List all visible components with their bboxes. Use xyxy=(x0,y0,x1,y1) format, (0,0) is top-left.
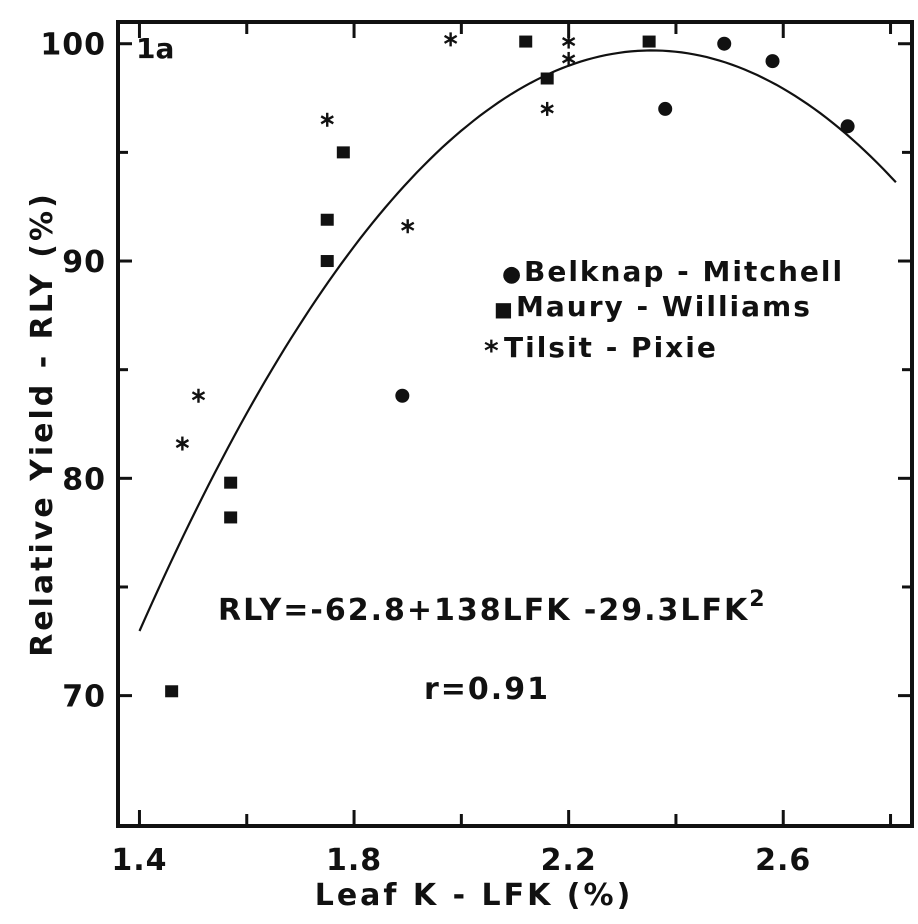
point-circle xyxy=(717,36,732,51)
star-stroke xyxy=(401,221,415,231)
data-points xyxy=(165,32,855,698)
legend-marker-maury: ■ xyxy=(494,297,515,321)
plot-frame xyxy=(116,20,914,828)
legend-marker-belknap: ● xyxy=(502,262,523,287)
star-stroke xyxy=(191,391,206,401)
star-stroke xyxy=(561,54,576,64)
point-square xyxy=(320,213,334,226)
series-3 xyxy=(175,32,576,451)
x-tick-label: 2.2 xyxy=(541,843,597,878)
star-stroke xyxy=(320,115,334,125)
point-square xyxy=(519,35,533,48)
point-star xyxy=(540,101,554,116)
point-square xyxy=(165,685,179,698)
y-tick-label: 90 xyxy=(62,245,106,280)
legend-marker-tilsit: * xyxy=(484,334,501,367)
point-star xyxy=(175,436,190,451)
series-2 xyxy=(165,35,656,698)
point-square xyxy=(642,35,656,48)
regression-curve-group xyxy=(138,49,897,632)
point-square xyxy=(320,255,334,268)
point-circle xyxy=(765,54,780,69)
x-tick-label: 1.8 xyxy=(326,843,382,878)
x-tick-label: 2.6 xyxy=(755,843,811,878)
point-square xyxy=(224,511,238,524)
regression-equation: RLY=-62.8+138LFK -29.3LFK2 xyxy=(218,587,767,628)
y-tick-label: 100 xyxy=(40,28,106,63)
point-circle xyxy=(840,119,855,134)
point-star xyxy=(561,51,576,66)
star-stroke xyxy=(540,104,554,114)
legend: ● Belknap - Mitchell ■ Maury - Williams … xyxy=(484,255,844,367)
regression-equation-main: RLY=-62.8+138LFK -29.3LFK xyxy=(218,593,749,628)
point-star xyxy=(320,112,334,127)
point-square xyxy=(336,146,350,159)
point-square xyxy=(224,476,238,489)
point-square xyxy=(540,72,554,85)
star-stroke xyxy=(561,37,576,47)
x-tick-label: 1.4 xyxy=(111,843,167,878)
y-axis-title: Relative Yield - RLY (%) xyxy=(25,191,60,657)
y-tick-label: 70 xyxy=(62,680,106,715)
regression-curve xyxy=(138,49,897,632)
regression-equation-exponent: 2 xyxy=(749,587,766,612)
point-star xyxy=(191,388,206,403)
star-stroke xyxy=(443,34,458,44)
plot-border xyxy=(116,20,914,828)
legend-label-tilsit: Tilsit - Pixie xyxy=(504,331,718,364)
series-1 xyxy=(395,36,855,403)
x-axis-title: Leaf K - LFK (%) xyxy=(315,878,634,913)
correlation-coefficient: r=0.91 xyxy=(424,672,550,707)
panel-label: 1a xyxy=(136,32,174,65)
star-stroke xyxy=(175,439,190,449)
point-circle xyxy=(395,388,410,403)
point-circle xyxy=(658,101,673,116)
legend-label-belknap: Belknap - Mitchell xyxy=(524,255,844,288)
point-star xyxy=(401,219,415,234)
y-tick-label: 80 xyxy=(62,462,106,497)
legend-label-maury: Maury - Williams xyxy=(516,290,812,323)
axis-ticks: 1.4 1.8 2.2 2.6 70 80 90 100 xyxy=(40,22,912,878)
point-star xyxy=(443,32,458,47)
point-star xyxy=(561,34,576,49)
